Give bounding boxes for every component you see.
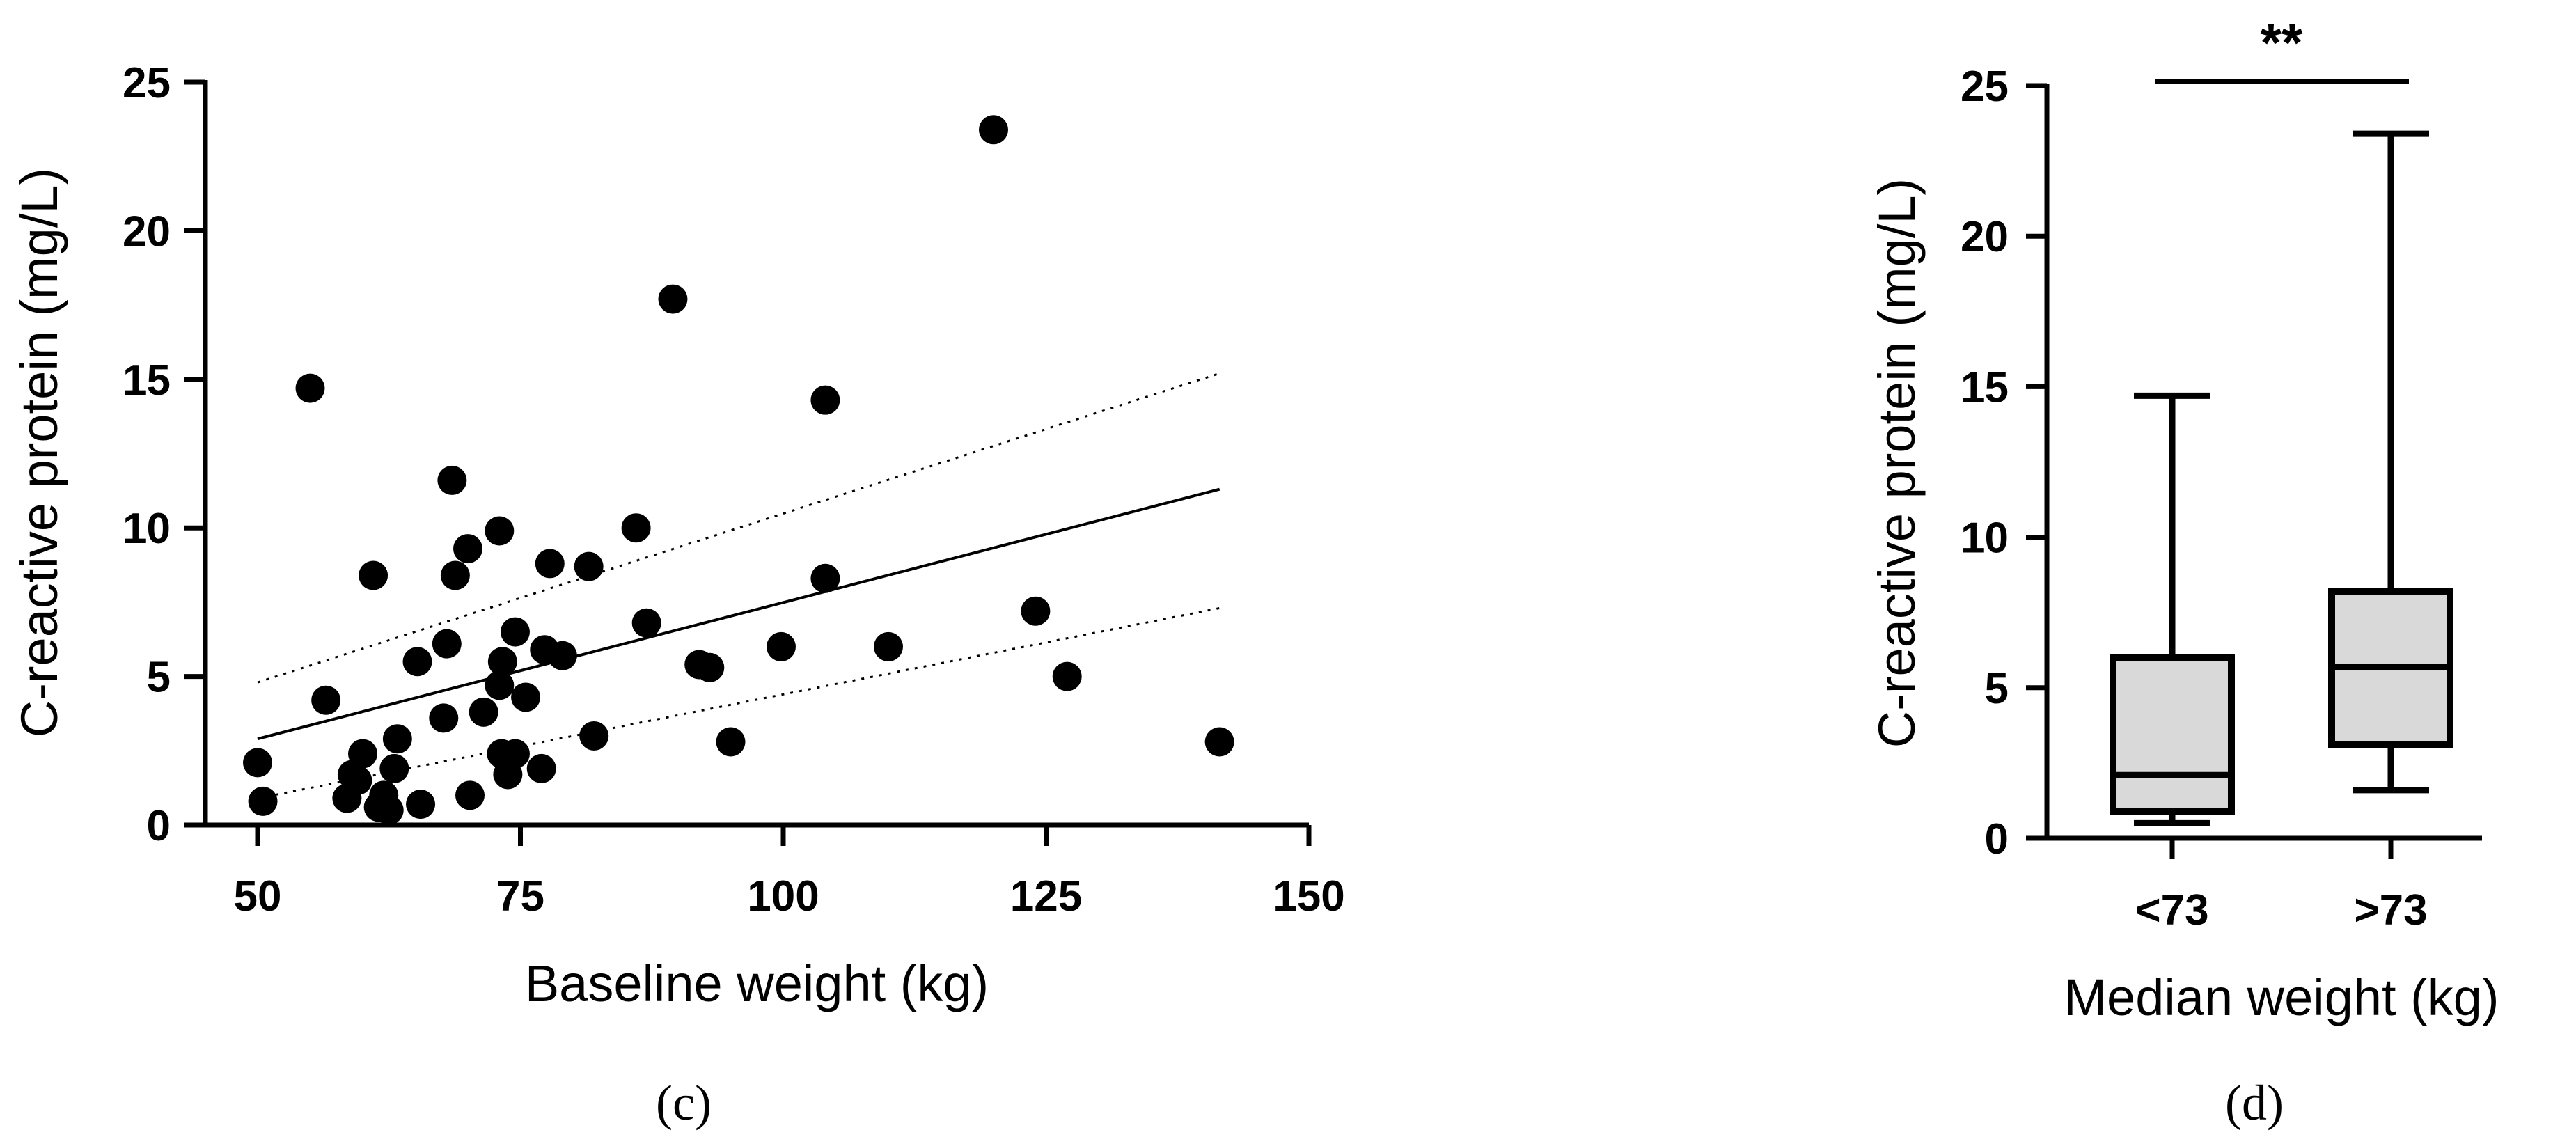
regression-line [257, 487, 1220, 741]
box-group [2110, 392, 2235, 826]
panel-label-c: (c) [656, 1075, 712, 1131]
scatter-point [382, 724, 412, 754]
scatter-point [810, 385, 840, 415]
scatter-point [485, 516, 515, 546]
d-y-tick-label: 20 [1961, 213, 2009, 261]
scatter-panel: 0 5 10 15 20 25 50 75 100 125 150 C-reactive prot… [10, 59, 1345, 1131]
ci-upper-line [257, 372, 1220, 684]
c-x-tick-label: 125 [1010, 872, 1082, 920]
scatter-point [535, 549, 565, 579]
ci-lower-line [257, 606, 1220, 800]
scatter-point [437, 465, 467, 495]
scatter-point [1204, 727, 1234, 757]
c-x-axis-title: Baseline weight (kg) [525, 955, 989, 1012]
d-x-tick-label: <73 [2135, 886, 2208, 934]
scatter-point [440, 560, 470, 590]
scatter-point [1021, 596, 1051, 626]
scatter-point [374, 795, 404, 825]
d-x-tick-label: >73 [2354, 886, 2427, 934]
scatter-point [766, 631, 796, 661]
boxplot-panel: 0 5 10 15 20 25 <73 >73 ** C-reactive protein … [1868, 12, 2499, 1131]
scatter-point [429, 703, 459, 733]
scatter-point [579, 721, 609, 751]
scatter-point [631, 608, 661, 638]
scatter-point [1052, 661, 1082, 691]
c-x-tick-label: 150 [1273, 872, 1344, 920]
scatter-point [979, 115, 1008, 145]
scatter-point [574, 551, 604, 581]
d-y-tick-label: 15 [1961, 363, 2009, 411]
c-y-tick-label: 10 [123, 505, 171, 553]
c-x-tick-label: 75 [496, 872, 544, 920]
scatter-point [500, 739, 530, 769]
scatter-point [295, 373, 325, 403]
scatter-point [455, 780, 485, 810]
panel-label-d: (d) [2225, 1075, 2284, 1131]
significance-marker: ** [2261, 12, 2303, 73]
scatter-point [402, 647, 432, 677]
scatter-point [621, 513, 651, 543]
box-group [2328, 130, 2453, 794]
scatter-point [453, 534, 482, 564]
c-y-axis-title: C-reactive protein (mg/L) [10, 168, 68, 737]
c-y-tick-label: 25 [123, 59, 171, 107]
scatter-point [547, 641, 577, 670]
scatter-point [379, 753, 409, 783]
d-x-axis-title: Median weight (kg) [2064, 968, 2499, 1026]
scatter-point [359, 560, 388, 590]
scatter-point [487, 647, 517, 677]
scatter-point [874, 631, 903, 661]
c-x-tick-label: 50 [234, 872, 282, 920]
scatter-point [469, 697, 498, 727]
iqr-box [2110, 654, 2235, 815]
scatter-point [311, 685, 341, 715]
d-y-tick-label: 10 [1961, 515, 2009, 563]
scatter-point [526, 753, 556, 783]
scatter-point [500, 617, 530, 647]
scatter-point [810, 563, 840, 593]
scatter-point [348, 739, 377, 769]
scatter-point [485, 670, 515, 700]
c-x-tick-label: 100 [747, 872, 819, 920]
scatter-point [658, 284, 688, 314]
d-y-tick-label: 5 [1985, 665, 2009, 713]
d-y-tick-label: 25 [1961, 63, 2009, 111]
scatter-point [343, 765, 372, 795]
scatter-point [695, 652, 725, 682]
d-y-tick-label: 0 [1985, 815, 2009, 863]
scatter-point [716, 727, 746, 757]
c-y-tick-label: 20 [123, 207, 171, 256]
scatter-point [432, 629, 462, 659]
scatter-point [248, 786, 278, 816]
scatter-point [406, 790, 436, 819]
c-y-tick-label: 0 [147, 802, 171, 850]
d-y-axis-title: C-reactive protein (mg/L) [1868, 178, 1926, 748]
scatter-point [243, 748, 272, 778]
c-y-tick-label: 15 [123, 356, 171, 405]
c-y-tick-label: 5 [147, 654, 171, 702]
scatter-point [511, 682, 541, 712]
